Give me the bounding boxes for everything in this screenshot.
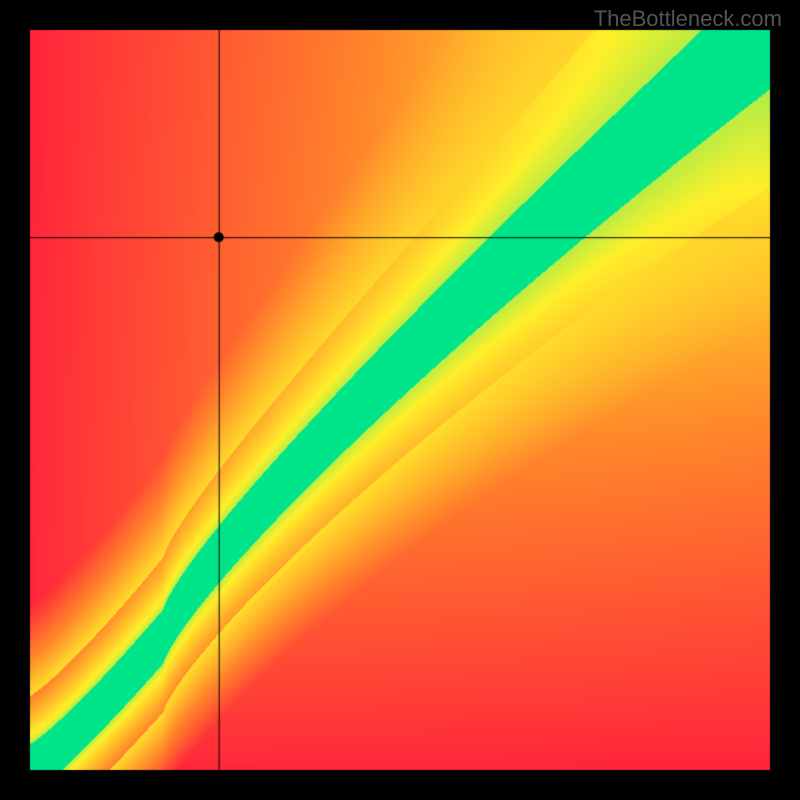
chart-container: TheBottleneck.com [0,0,800,800]
heatmap-canvas [0,0,800,800]
watermark-text: TheBottleneck.com [594,6,782,32]
